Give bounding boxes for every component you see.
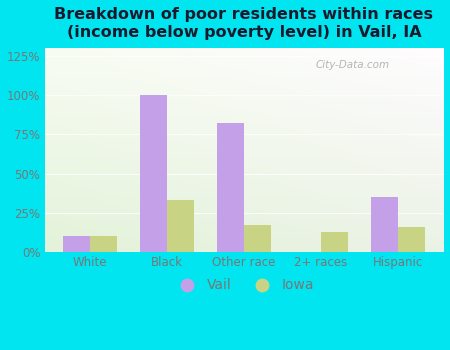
Bar xyxy=(140,95,167,252)
Legend: Vail, Iowa: Vail, Iowa xyxy=(168,273,320,298)
Bar xyxy=(90,236,117,252)
Bar xyxy=(217,123,244,252)
Text: City-Data.com: City-Data.com xyxy=(315,60,390,70)
Title: Breakdown of poor residents within races
(income below poverty level) in Vail, I: Breakdown of poor residents within races… xyxy=(54,7,433,40)
Bar xyxy=(321,232,348,252)
Bar xyxy=(398,227,425,252)
Bar xyxy=(167,200,194,252)
Bar xyxy=(371,197,398,252)
Bar xyxy=(244,225,271,252)
Bar xyxy=(63,236,90,252)
